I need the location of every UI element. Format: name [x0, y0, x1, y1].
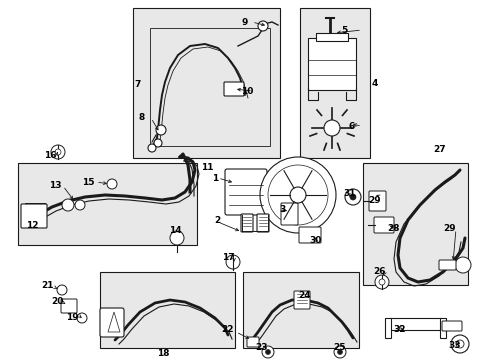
Text: 29: 29	[443, 224, 455, 233]
FancyBboxPatch shape	[438, 260, 455, 270]
Bar	[243, 272, 358, 348]
Text: 24: 24	[298, 292, 311, 301]
Text: 21: 21	[41, 280, 54, 289]
FancyBboxPatch shape	[224, 82, 244, 96]
Text: 5: 5	[340, 26, 346, 35]
Text: 14: 14	[168, 225, 181, 234]
FancyBboxPatch shape	[373, 217, 393, 233]
Text: 15: 15	[81, 177, 94, 186]
Circle shape	[450, 335, 468, 353]
Circle shape	[148, 144, 156, 152]
Text: 9: 9	[242, 18, 248, 27]
FancyBboxPatch shape	[281, 203, 297, 225]
Polygon shape	[108, 312, 120, 332]
Circle shape	[289, 187, 305, 203]
Circle shape	[62, 199, 74, 211]
Text: 29: 29	[368, 195, 381, 204]
FancyBboxPatch shape	[441, 321, 461, 331]
FancyBboxPatch shape	[257, 214, 268, 232]
Circle shape	[63, 300, 73, 310]
Circle shape	[170, 231, 183, 245]
Bar	[362, 163, 467, 285]
Text: 31: 31	[343, 189, 356, 198]
Text: 10: 10	[240, 86, 253, 95]
FancyBboxPatch shape	[293, 291, 309, 309]
FancyBboxPatch shape	[298, 227, 320, 243]
Circle shape	[156, 125, 165, 135]
Circle shape	[345, 189, 360, 205]
Text: 25: 25	[332, 343, 345, 352]
Text: 26: 26	[373, 267, 386, 276]
Circle shape	[374, 275, 388, 289]
FancyBboxPatch shape	[100, 308, 124, 337]
Bar	[299, 8, 369, 158]
Text: 19: 19	[65, 312, 78, 321]
Circle shape	[225, 255, 240, 269]
Circle shape	[55, 149, 61, 155]
FancyBboxPatch shape	[21, 204, 47, 228]
Text: 12: 12	[26, 220, 38, 230]
FancyBboxPatch shape	[368, 191, 385, 211]
Text: 13: 13	[49, 180, 61, 189]
FancyBboxPatch shape	[315, 33, 347, 41]
Circle shape	[454, 257, 470, 273]
Text: 17: 17	[221, 253, 234, 262]
Bar	[150, 28, 269, 146]
Text: 6: 6	[348, 122, 354, 131]
FancyBboxPatch shape	[307, 38, 355, 90]
Bar	[133, 8, 280, 158]
FancyBboxPatch shape	[241, 214, 252, 232]
Circle shape	[57, 285, 67, 295]
Circle shape	[77, 313, 87, 323]
Text: 2: 2	[213, 216, 220, 225]
FancyBboxPatch shape	[224, 169, 266, 215]
Circle shape	[333, 346, 346, 358]
FancyBboxPatch shape	[61, 299, 77, 313]
Text: 3: 3	[279, 204, 285, 213]
Circle shape	[260, 157, 335, 233]
FancyBboxPatch shape	[439, 318, 445, 338]
Circle shape	[337, 350, 342, 355]
Circle shape	[349, 194, 355, 200]
Text: 22: 22	[221, 325, 234, 334]
Text: 8: 8	[139, 113, 145, 122]
Text: 20: 20	[51, 297, 63, 306]
Bar	[18, 163, 197, 245]
Circle shape	[154, 139, 162, 147]
Text: 16: 16	[43, 150, 56, 159]
Text: 28: 28	[386, 224, 398, 233]
Circle shape	[107, 179, 117, 189]
FancyBboxPatch shape	[246, 337, 259, 347]
Text: 23: 23	[255, 343, 268, 352]
Circle shape	[51, 145, 65, 159]
Circle shape	[75, 200, 85, 210]
Text: 27: 27	[433, 144, 446, 153]
Text: 1: 1	[211, 174, 218, 183]
Circle shape	[265, 350, 270, 355]
FancyBboxPatch shape	[387, 318, 442, 330]
Circle shape	[378, 279, 384, 285]
Circle shape	[455, 340, 463, 348]
Text: 18: 18	[157, 350, 169, 359]
Circle shape	[324, 120, 339, 136]
Text: 7: 7	[135, 80, 141, 89]
FancyBboxPatch shape	[384, 318, 390, 338]
Bar	[100, 272, 235, 348]
Text: 32: 32	[393, 325, 406, 334]
Text: 11: 11	[201, 162, 213, 171]
Circle shape	[258, 21, 267, 31]
Text: 4: 4	[371, 78, 377, 87]
Text: 30: 30	[309, 235, 322, 244]
Circle shape	[262, 346, 273, 358]
Text: 33: 33	[448, 341, 460, 350]
Circle shape	[267, 165, 327, 225]
